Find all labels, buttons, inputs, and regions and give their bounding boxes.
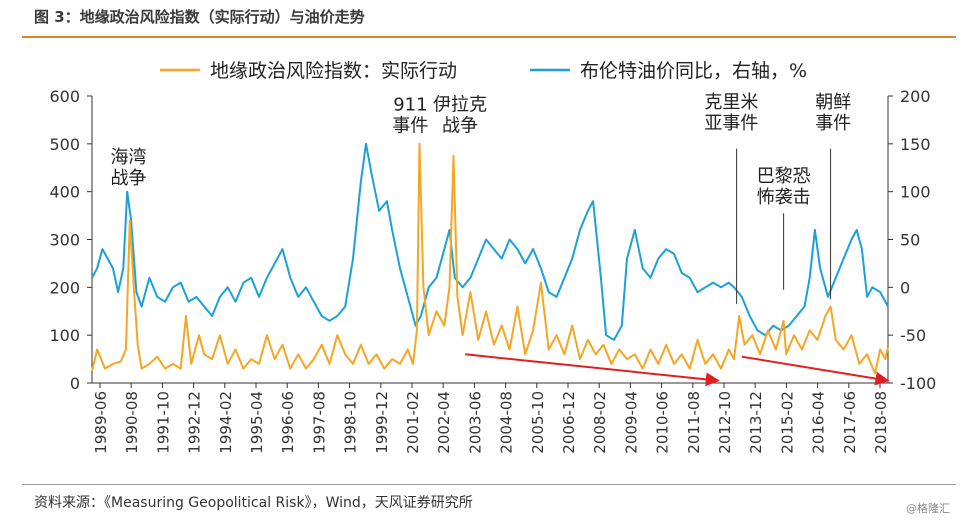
x-tick-label: 1992-12 <box>186 391 204 454</box>
annotation-label: 朝鲜 <box>815 92 851 113</box>
y-tick-label-right: -50 <box>900 326 926 345</box>
y-tick-label-left: 100 <box>49 326 80 345</box>
annotation-label: 怖袭击 <box>757 187 811 208</box>
title-rule <box>22 36 956 38</box>
x-tick-label: 2004-08 <box>498 391 516 454</box>
annotation-label: 巴黎恐 <box>757 166 811 187</box>
x-tick-label: 2008-02 <box>591 391 609 454</box>
y-tick-label-right: 100 <box>900 183 931 202</box>
x-tick-label: 1996-06 <box>279 391 297 454</box>
legend-label-oil: 布伦特油价同比，右轴，% <box>580 60 807 82</box>
x-tick-label: 2018-08 <box>872 391 890 454</box>
y-tick-label-left: 500 <box>49 135 80 154</box>
y-tick-label-right: 200 <box>900 87 931 106</box>
y-tick-label-right: 50 <box>900 231 920 250</box>
x-tick-label: 1998-10 <box>342 391 360 454</box>
x-tick-label: 2011-08 <box>685 391 703 454</box>
y-tick-label-left: 400 <box>49 183 80 202</box>
x-tick-label: 1989-06 <box>92 391 110 454</box>
y-tick-label-right: -100 <box>900 374 936 393</box>
x-tick-label: 2005-10 <box>529 391 547 454</box>
series-line-gpr <box>91 142 889 375</box>
annotation-label: 克里米 <box>704 92 758 113</box>
watermark: @格隆汇 <box>906 502 950 515</box>
trend-arrow <box>741 355 890 386</box>
x-tick-label: 2009-04 <box>622 391 640 454</box>
source-note: 资料来源：《Measuring Geopolitical Risk》，Wind，… <box>34 495 473 511</box>
x-tick-label: 1997-08 <box>310 391 328 454</box>
x-tick-label: 1994-02 <box>217 391 235 454</box>
trend-arrow <box>465 353 720 387</box>
x-tick-label: 2013-12 <box>747 391 765 454</box>
annotation-label: 战争 <box>442 115 478 136</box>
x-tick-label: 2017-06 <box>841 391 859 454</box>
x-tick-label: 2015-02 <box>778 391 796 454</box>
x-tick-label: 2016-04 <box>810 391 828 454</box>
y-tick-label-left: 200 <box>49 278 80 297</box>
x-tick-label: 2012-10 <box>716 391 734 454</box>
annotation-label: 海湾 <box>111 147 147 168</box>
y-tick-label-right: 0 <box>900 278 910 297</box>
x-tick-label: 2002-04 <box>435 391 453 454</box>
y-tick-label-left: 300 <box>49 231 80 250</box>
annotation-label: 战争 <box>111 168 147 189</box>
y-tick-label-left: 600 <box>49 87 80 106</box>
x-tick-label: 1999-12 <box>373 391 391 454</box>
x-tick-label: 2010-06 <box>654 391 672 454</box>
annotation-label: 亚事件 <box>704 113 758 134</box>
x-tick-label: 1991-10 <box>154 391 172 454</box>
y-tick-label-left: 0 <box>70 374 80 393</box>
x-tick-label: 1990-08 <box>123 391 141 454</box>
annotation-label: 事件 <box>392 115 428 136</box>
x-tick-label: 2006-12 <box>560 391 578 454</box>
annotation-label: 事件 <box>815 113 851 134</box>
y-tick-label-right: 150 <box>900 135 931 154</box>
annotation-label: 911 <box>393 94 427 115</box>
annotation-label: 伊拉克 <box>433 94 487 115</box>
x-tick-label: 2001-02 <box>404 391 422 454</box>
legend-label-gpr: 地缘政治风险指数：实际行动 <box>210 60 457 82</box>
chart-title: 图 3：地缘政治风险指数（实际行动）与油价走势 <box>34 8 365 26</box>
series-line-oil <box>91 142 889 341</box>
x-tick-label: 1995-04 <box>248 391 266 454</box>
footer-rule <box>22 484 956 485</box>
x-tick-label: 2003-06 <box>466 391 484 454</box>
